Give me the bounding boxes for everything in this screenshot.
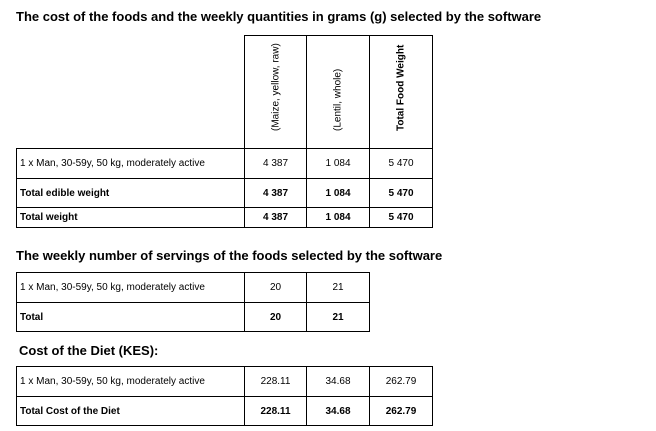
weekly-quantities-table: (Maize, yellow, raw) (Lentil, whole) Tot… [16,35,433,228]
cell-value: 21 [306,302,370,332]
header-blank-cell [16,35,245,149]
cell-value: 20 [244,272,307,303]
section-1-title: The cost of the foods and the weekly qua… [16,9,542,24]
table-row: Total 20 21 [16,302,370,332]
cell-value: 5 470 [369,148,433,179]
cell-value: 262.79 [369,396,433,426]
table-row: Total edible weight 4 387 1 084 5 470 [16,178,433,208]
header-row: (Maize, yellow, raw) (Lentil, whole) Tot… [16,35,433,149]
row-label: 1 x Man, 30-59y, 50 kg, moderately activ… [16,148,245,179]
cell-value: 1 084 [306,148,370,179]
cell-value: 34.68 [306,396,370,426]
column-header-total-food-weight: Total Food Weight [369,35,433,149]
cell-value: 34.68 [306,366,370,397]
cell-value: 1 084 [306,178,370,208]
cell-value: 5 470 [369,207,433,228]
cell-value: 5 470 [369,178,433,208]
weekly-servings-table: 1 x Man, 30-59y, 50 kg, moderately activ… [16,272,370,332]
row-label: 1 x Man, 30-59y, 50 kg, moderately activ… [16,272,245,303]
row-label: Total edible weight [16,178,245,208]
row-label: 1 x Man, 30-59y, 50 kg, moderately activ… [16,366,245,397]
table-row: 1 x Man, 30-59y, 50 kg, moderately activ… [16,366,433,397]
table-row: 1 x Man, 30-59y, 50 kg, moderately activ… [16,148,433,179]
cell-value: 4 387 [244,178,307,208]
cell-value: 228.11 [244,366,307,397]
column-header-lentil: (Lentil, whole) [306,35,370,149]
table-row: Total Cost of the Diet 228.11 34.68 262.… [16,396,433,426]
row-label: Total weight [16,207,245,228]
section-3-title: Cost of the Diet (KES): [19,343,159,358]
column-header-maize: (Maize, yellow, raw) [244,35,307,149]
row-label: Total Cost of the Diet [16,396,245,426]
diet-cost-table: 1 x Man, 30-59y, 50 kg, moderately activ… [16,366,433,426]
cell-value: 4 387 [244,207,307,228]
cell-value: 1 084 [306,207,370,228]
cell-value: 228.11 [244,396,307,426]
cell-value: 21 [306,272,370,303]
cell-value: 262.79 [369,366,433,397]
section-2-title: The weekly number of servings of the foo… [16,248,443,263]
cell-value: 20 [244,302,307,332]
table-row: 1 x Man, 30-59y, 50 kg, moderately activ… [16,272,370,303]
table-row: Total weight 4 387 1 084 5 470 [16,207,433,228]
row-label: Total [16,302,245,332]
cell-value: 4 387 [244,148,307,179]
